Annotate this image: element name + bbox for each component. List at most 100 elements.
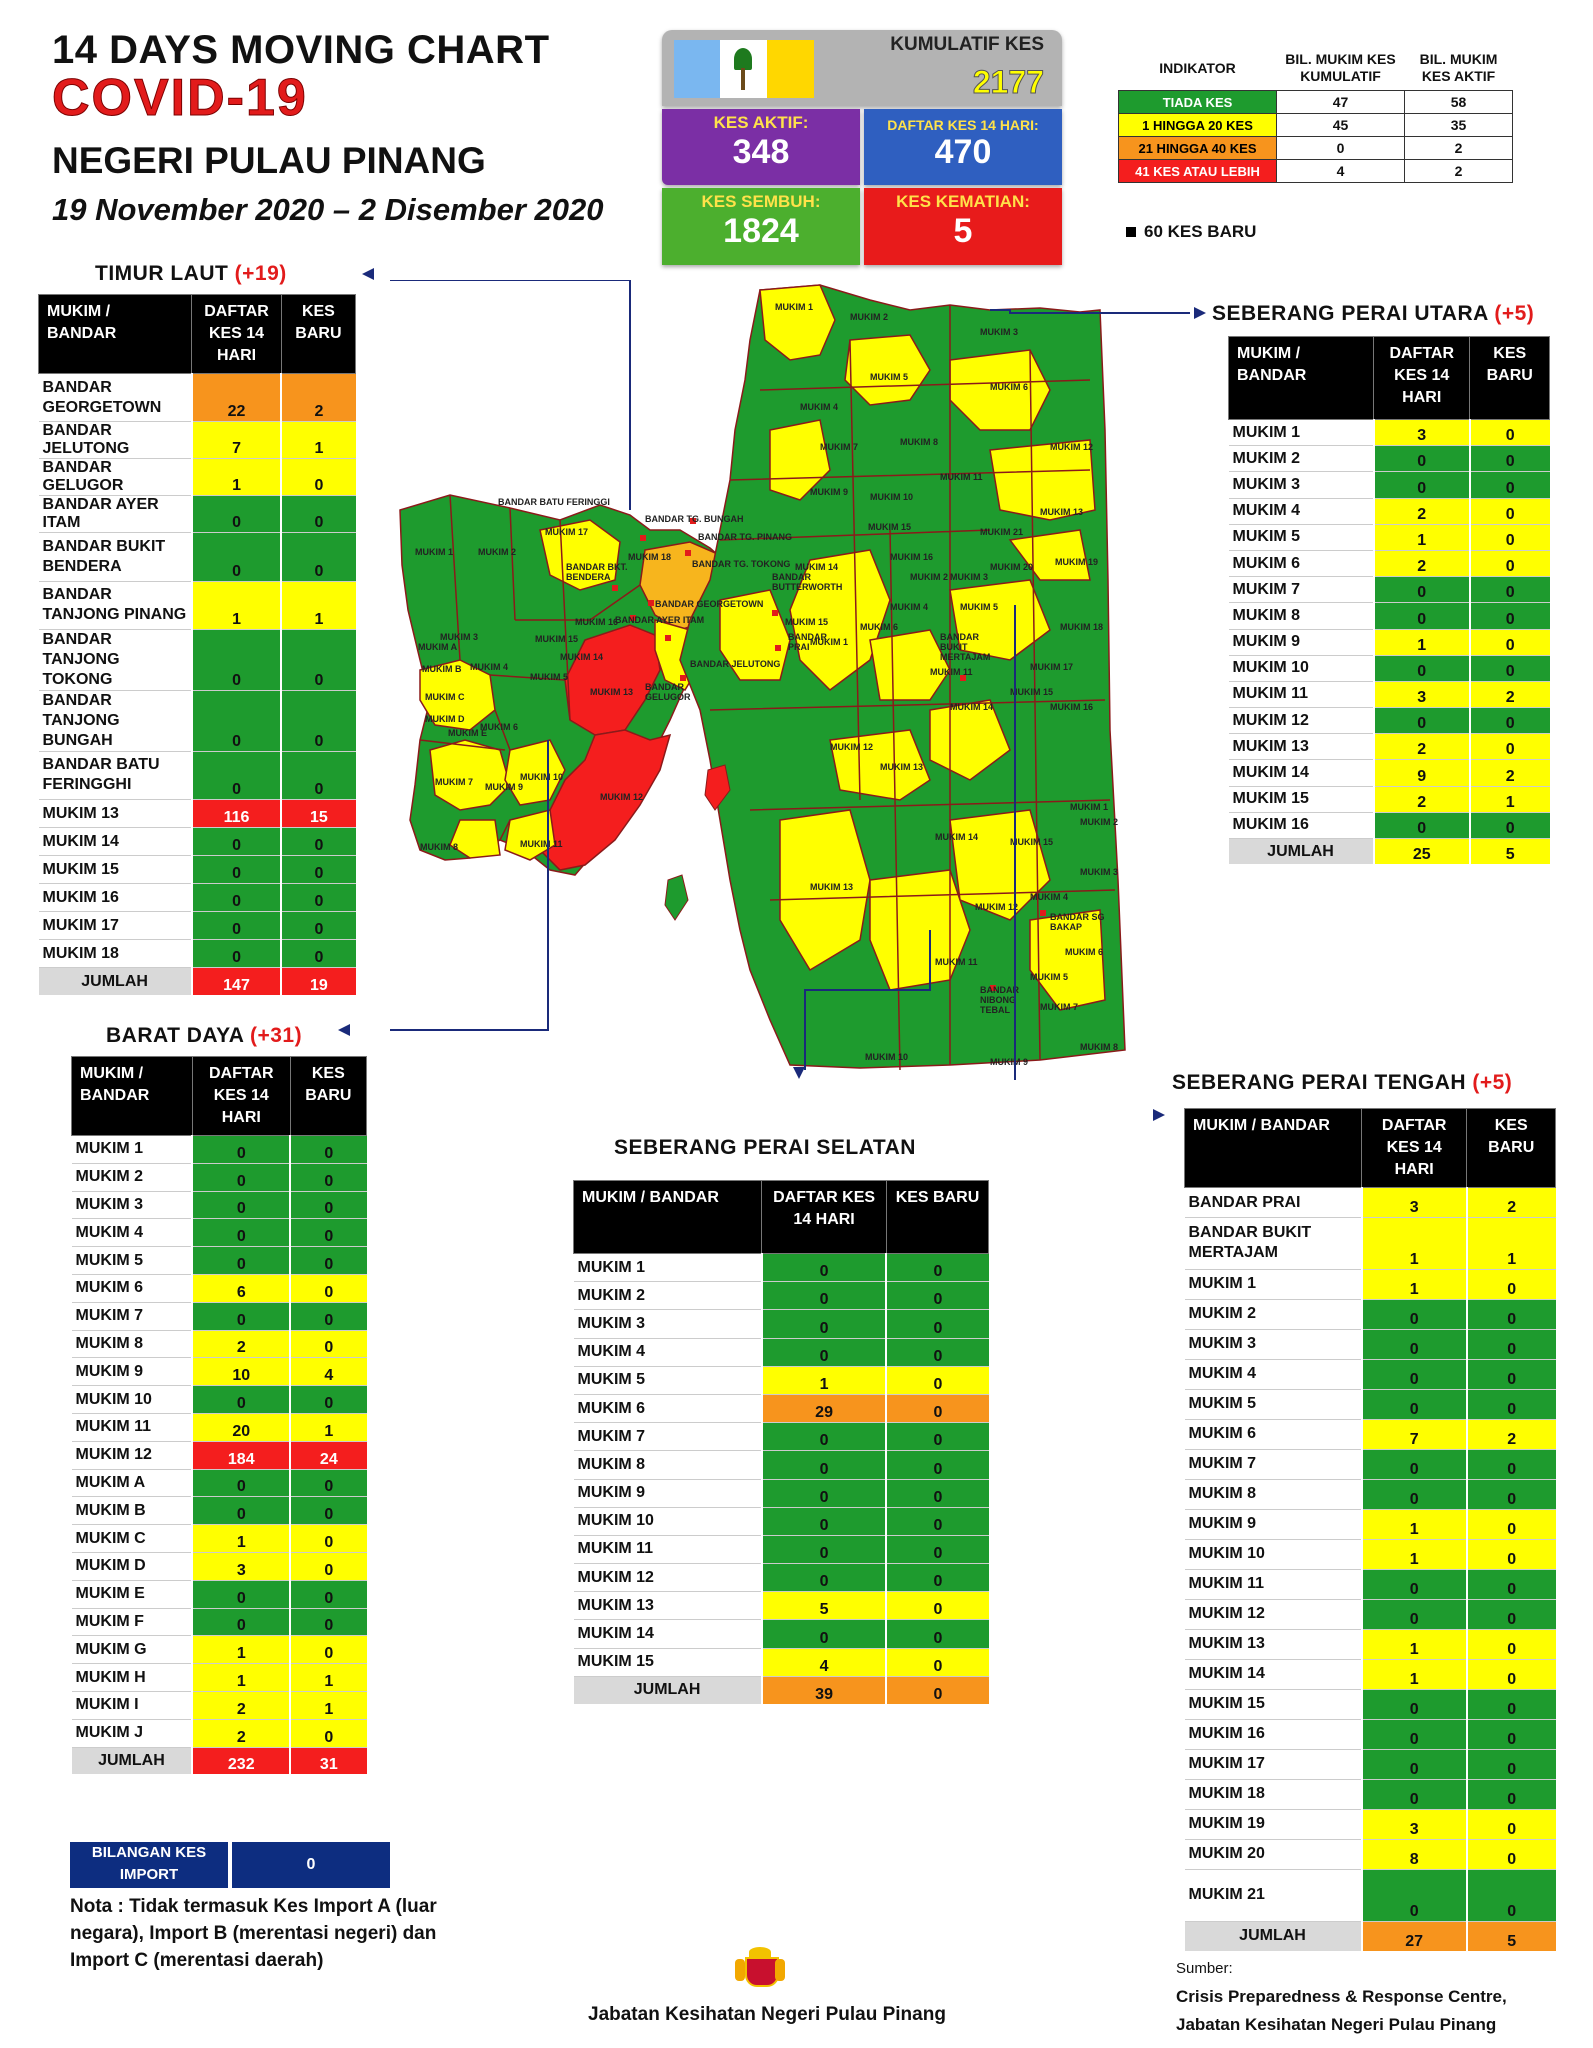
table-row: MUKIM 6 29 0 <box>573 1393 989 1423</box>
baru-value: 0 <box>1468 445 1550 472</box>
sps-title-text: SEBERANG PERAI SELATAN <box>614 1136 916 1159</box>
daftar-value: 0 <box>191 1162 291 1192</box>
table-row: MUKIM 14 1 0 <box>1184 1658 1556 1690</box>
daftar-value: 0 <box>760 1478 887 1508</box>
ml-lines <box>709 305 1116 1071</box>
kematian-box: KES KEMATIAN: 5 <box>864 188 1062 265</box>
table-row: MUKIM 9 10 4 <box>71 1357 367 1386</box>
total-row: JUMLAH 147 19 <box>38 967 356 995</box>
baru-value: 0 <box>1465 1748 1556 1780</box>
row-name: MUKIM 16 <box>1228 811 1374 839</box>
row-name: MUKIM 11 <box>573 1534 762 1564</box>
daftar-value: 0 <box>191 1607 291 1636</box>
island-y2 <box>429 739 511 811</box>
svg-text:BANDAR: BANDAR <box>980 985 1019 995</box>
daftar-value: 10 <box>191 1357 291 1386</box>
svg-text:GELUGOR: GELUGOR <box>645 692 691 702</box>
table-row: BANDAR PRAI 3 2 <box>1184 1187 1556 1218</box>
indicator-aktif: 35 <box>1404 113 1513 137</box>
baru-value: 0 <box>1465 1388 1556 1420</box>
svg-text:MUKIM 21: MUKIM 21 <box>980 527 1023 537</box>
svg-text:TEBAL: TEBAL <box>980 1005 1010 1015</box>
row-name: MUKIM 5 <box>1228 523 1374 551</box>
svg-text:MUKIM 9: MUKIM 9 <box>810 487 848 497</box>
baru-value: 0 <box>289 1218 367 1247</box>
svg-text:MUKIM 17: MUKIM 17 <box>1030 662 1073 672</box>
daftar-value: 0 <box>1360 1748 1467 1780</box>
baru-value: 2 <box>1468 680 1550 708</box>
daftar-box: DAFTAR KES 14 HARI: 470 <box>864 109 1062 185</box>
baru-value: 0 <box>280 458 356 496</box>
baru-value: 0 <box>885 1506 989 1536</box>
svg-text:MUKIM E: MUKIM E <box>448 728 487 738</box>
baru-value: 0 <box>289 1162 367 1192</box>
table-row: MUKIM 15 2 1 <box>1228 785 1550 813</box>
row-name: BANDAR TANJONG BUNGAH <box>38 689 192 752</box>
svg-text:MUKIM D: MUKIM D <box>425 714 465 724</box>
daftar-value: 2 <box>1372 733 1470 760</box>
island-y3 <box>504 739 566 806</box>
daftar-value: 184 <box>191 1440 291 1470</box>
table-row: BANDAR TANJONG TOKONG 0 0 <box>38 628 356 691</box>
spu-title-text: SEBERANG PERAI UTARA <box>1212 302 1489 325</box>
daftar-value: 0 <box>1360 1598 1467 1630</box>
baru-value: 0 <box>1465 1448 1556 1480</box>
table-row: MUKIM 10 0 0 <box>71 1385 367 1414</box>
daftar-value: 0 <box>191 1579 291 1609</box>
daftar-value: 0 <box>190 628 282 691</box>
mainland-map <box>679 284 1126 1071</box>
row-name: MUKIM 12 <box>1184 1598 1362 1630</box>
chart-title: 14 DAYS MOVING CHART <box>52 28 550 72</box>
svg-text:MUKIM 7: MUKIM 7 <box>820 442 858 452</box>
table-row: MUKIM 16 0 0 <box>1184 1718 1556 1750</box>
baru-value: 24 <box>289 1440 367 1470</box>
svg-text:MUKIM 15: MUKIM 15 <box>868 522 911 532</box>
baru-value: 0 <box>1465 1868 1556 1921</box>
flag-icon <box>674 40 814 98</box>
svg-text:MUKIM 4: MUKIM 4 <box>1030 892 1068 902</box>
table-row: BANDAR TANJONG PINANG 1 1 <box>38 580 356 630</box>
header-cell: KES BARU <box>1469 336 1550 420</box>
baru-value: 0 <box>885 1393 989 1423</box>
baru-value: 0 <box>1468 418 1550 446</box>
indicator-kumulatif: 0 <box>1276 136 1405 160</box>
daftar-value: 0 <box>760 1309 887 1339</box>
baru-value: 0 <box>289 1301 367 1331</box>
baru-value: 4 <box>289 1357 367 1386</box>
table-row: MUKIM 15 0 0 <box>38 855 356 884</box>
svg-text:MUKIM 15: MUKIM 15 <box>1010 687 1053 697</box>
svg-text:MUKIM 12: MUKIM 12 <box>830 742 873 752</box>
row-name: MUKIM 10 <box>1184 1538 1362 1570</box>
spu-table: MUKIM / BANDAR DAFTAR KES 14 HARI KES BARU… <box>1227 336 1550 865</box>
table-header: MUKIM / BANDAR DAFTAR KES 14 HARI KES BARU <box>37 294 357 374</box>
baru-value: 0 <box>280 855 356 884</box>
row-name: BANDAR TANJONG PINANG <box>38 580 192 630</box>
table-row: MUKIM 13 116 15 <box>38 799 356 828</box>
baru-value: 0 <box>1468 602 1550 629</box>
svg-text:MUKIM 16: MUKIM 16 <box>890 552 933 562</box>
svg-text:BUTTERWORTH: BUTTERWORTH <box>772 582 842 592</box>
row-name: JUMLAH <box>1184 1920 1362 1951</box>
svg-text:MUKIM 5: MUKIM 5 <box>870 372 908 382</box>
row-name: MUKIM 20 <box>1184 1838 1362 1870</box>
baru-value: 0 <box>1465 1808 1556 1840</box>
svg-text:PRAI: PRAI <box>788 642 810 652</box>
ind-col1: INDIKATOR <box>1159 59 1236 76</box>
svg-text:BANDAR BATU FERINGGI: BANDAR BATU FERINGGI <box>498 497 610 507</box>
ml-y-north1 <box>759 284 836 361</box>
